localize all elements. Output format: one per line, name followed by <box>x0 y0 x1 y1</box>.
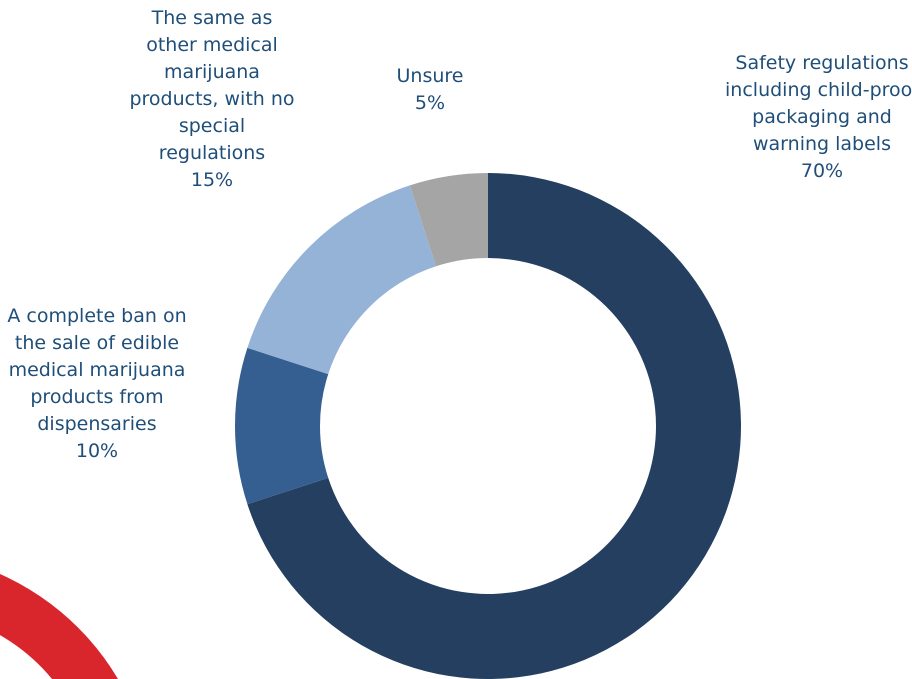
value-label: 70% <box>800 160 844 182</box>
slice-label: The same as other medical marijuana prod… <box>127 5 297 194</box>
donut-slice <box>235 347 329 505</box>
slice-label: Unsure 5% <box>370 63 490 117</box>
value-label: 15% <box>190 169 234 191</box>
donut-slice <box>247 185 437 375</box>
donut-slice <box>409 173 488 267</box>
category-label: A complete ban on the sale of edible med… <box>7 305 187 435</box>
category-label: The same as other medical marijuana prod… <box>129 7 295 164</box>
donut-slice <box>247 173 742 679</box>
category-label: Unsure <box>396 65 464 87</box>
slice-label: Safety regulations including child-proof… <box>722 50 912 185</box>
value-label: 5% <box>414 92 446 114</box>
decorative-arc <box>0 574 118 679</box>
category-label: Safety regulations including child-proof… <box>725 52 912 155</box>
slice-label: A complete ban on the sale of edible med… <box>2 303 192 465</box>
value-label: 10% <box>75 440 119 462</box>
